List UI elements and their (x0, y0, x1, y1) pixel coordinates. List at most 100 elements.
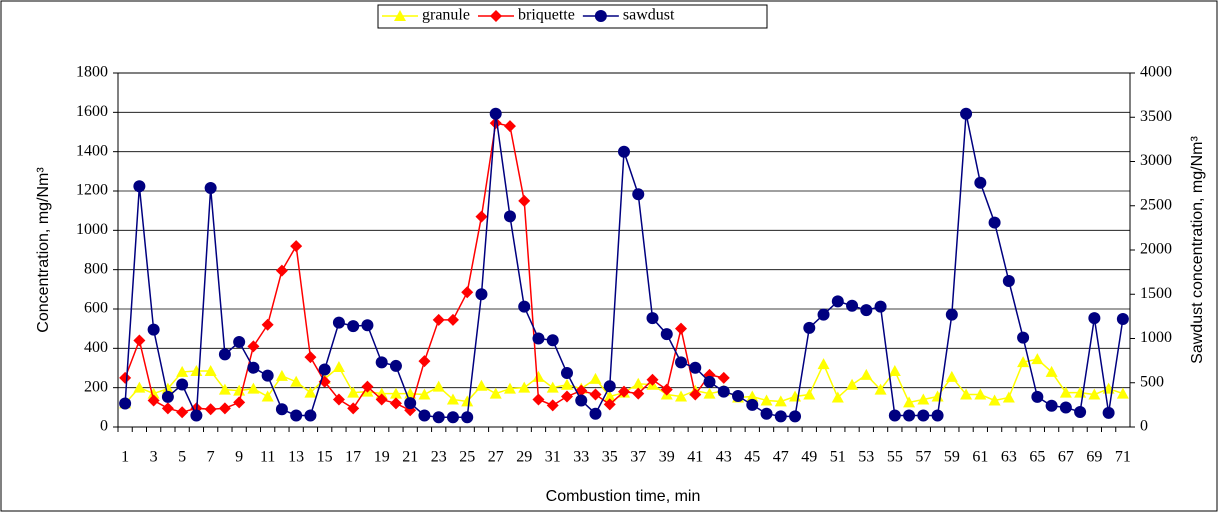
point (988, 394, 1001, 406)
point (618, 385, 630, 398)
y-tick-label: 1600 (76, 103, 108, 120)
point (119, 397, 132, 410)
x-tick-label: 31 (545, 449, 561, 466)
point (675, 356, 688, 369)
point (618, 145, 630, 158)
point (1031, 353, 1044, 365)
point (717, 371, 730, 384)
point (603, 380, 616, 393)
point (960, 107, 973, 120)
y2-axis-title: Sawdust concentration, mg/Nm³ (1189, 136, 1206, 364)
x-tick-label: 67 (1058, 449, 1074, 466)
x-tick-label: 49 (801, 449, 817, 466)
x-tick-label: 45 (744, 449, 760, 466)
x-tick-label: 57 (915, 449, 931, 466)
legend-marker (394, 10, 406, 21)
y2-tick-label: 2000 (1140, 241, 1172, 258)
point (304, 409, 317, 422)
point (760, 407, 773, 420)
point (660, 383, 673, 396)
point (846, 299, 859, 312)
x-tick-label: 15 (317, 449, 333, 466)
point (518, 381, 531, 393)
point (717, 385, 730, 398)
point (418, 409, 431, 422)
point (888, 364, 901, 376)
point (418, 388, 431, 400)
x-tick-label: 47 (773, 449, 789, 466)
point (945, 370, 958, 382)
point (475, 210, 488, 223)
x-tick-label: 53 (858, 449, 874, 466)
point (218, 348, 231, 361)
point (176, 406, 189, 419)
point (304, 386, 317, 398)
point (960, 388, 973, 400)
x-tick-label: 33 (573, 449, 589, 466)
y-tick-label: 1000 (76, 221, 108, 238)
point (532, 370, 545, 382)
point (760, 394, 773, 406)
point (161, 402, 174, 415)
point (1002, 391, 1015, 403)
point (703, 387, 716, 399)
x-tick-label: 19 (374, 449, 390, 466)
point (204, 182, 217, 195)
x-tick-label: 5 (178, 449, 186, 466)
point (817, 308, 830, 321)
point (446, 393, 459, 405)
point (133, 334, 146, 347)
point (703, 375, 716, 388)
point (261, 318, 274, 331)
legend-label: granule (422, 7, 470, 24)
x-tick-label: 3 (150, 449, 158, 466)
point (275, 369, 288, 381)
y-tick-label: 400 (84, 339, 108, 356)
point (332, 361, 345, 373)
point (860, 304, 873, 317)
x-tick-label: 51 (830, 449, 846, 466)
point (1045, 399, 1058, 412)
x-tick-label: 71 (1115, 449, 1131, 466)
x-tick-label: 1 (121, 449, 129, 466)
point (860, 368, 873, 380)
point (318, 363, 331, 376)
point (418, 355, 431, 368)
y-tick-label: 600 (84, 300, 108, 317)
point (361, 319, 374, 332)
point (589, 407, 602, 420)
legend-marker (594, 10, 607, 22)
point (233, 336, 246, 349)
y-tick-label: 1800 (76, 64, 108, 81)
point (632, 188, 645, 201)
point (1045, 365, 1058, 377)
point (204, 403, 217, 416)
point (746, 398, 759, 411)
point (903, 396, 916, 408)
x-tick-label: 13 (288, 449, 304, 466)
point (461, 411, 474, 424)
point (432, 411, 445, 424)
point (1017, 331, 1030, 344)
point (945, 308, 958, 321)
point (546, 334, 559, 347)
x-tick-label: 11 (260, 449, 275, 466)
point (560, 390, 573, 403)
point (475, 288, 488, 301)
y-tick-label: 1400 (76, 142, 108, 159)
point (817, 358, 830, 370)
y2-tick-label: 3000 (1140, 152, 1172, 169)
point (261, 390, 274, 402)
point (332, 316, 345, 329)
point (1031, 390, 1044, 403)
point (432, 313, 445, 326)
x-tick-label: 29 (516, 449, 532, 466)
point (475, 379, 488, 391)
x-tick-label: 41 (687, 449, 703, 466)
point (1088, 388, 1101, 400)
point (1116, 313, 1129, 326)
point (432, 380, 445, 392)
point (275, 403, 288, 416)
point (632, 387, 645, 400)
